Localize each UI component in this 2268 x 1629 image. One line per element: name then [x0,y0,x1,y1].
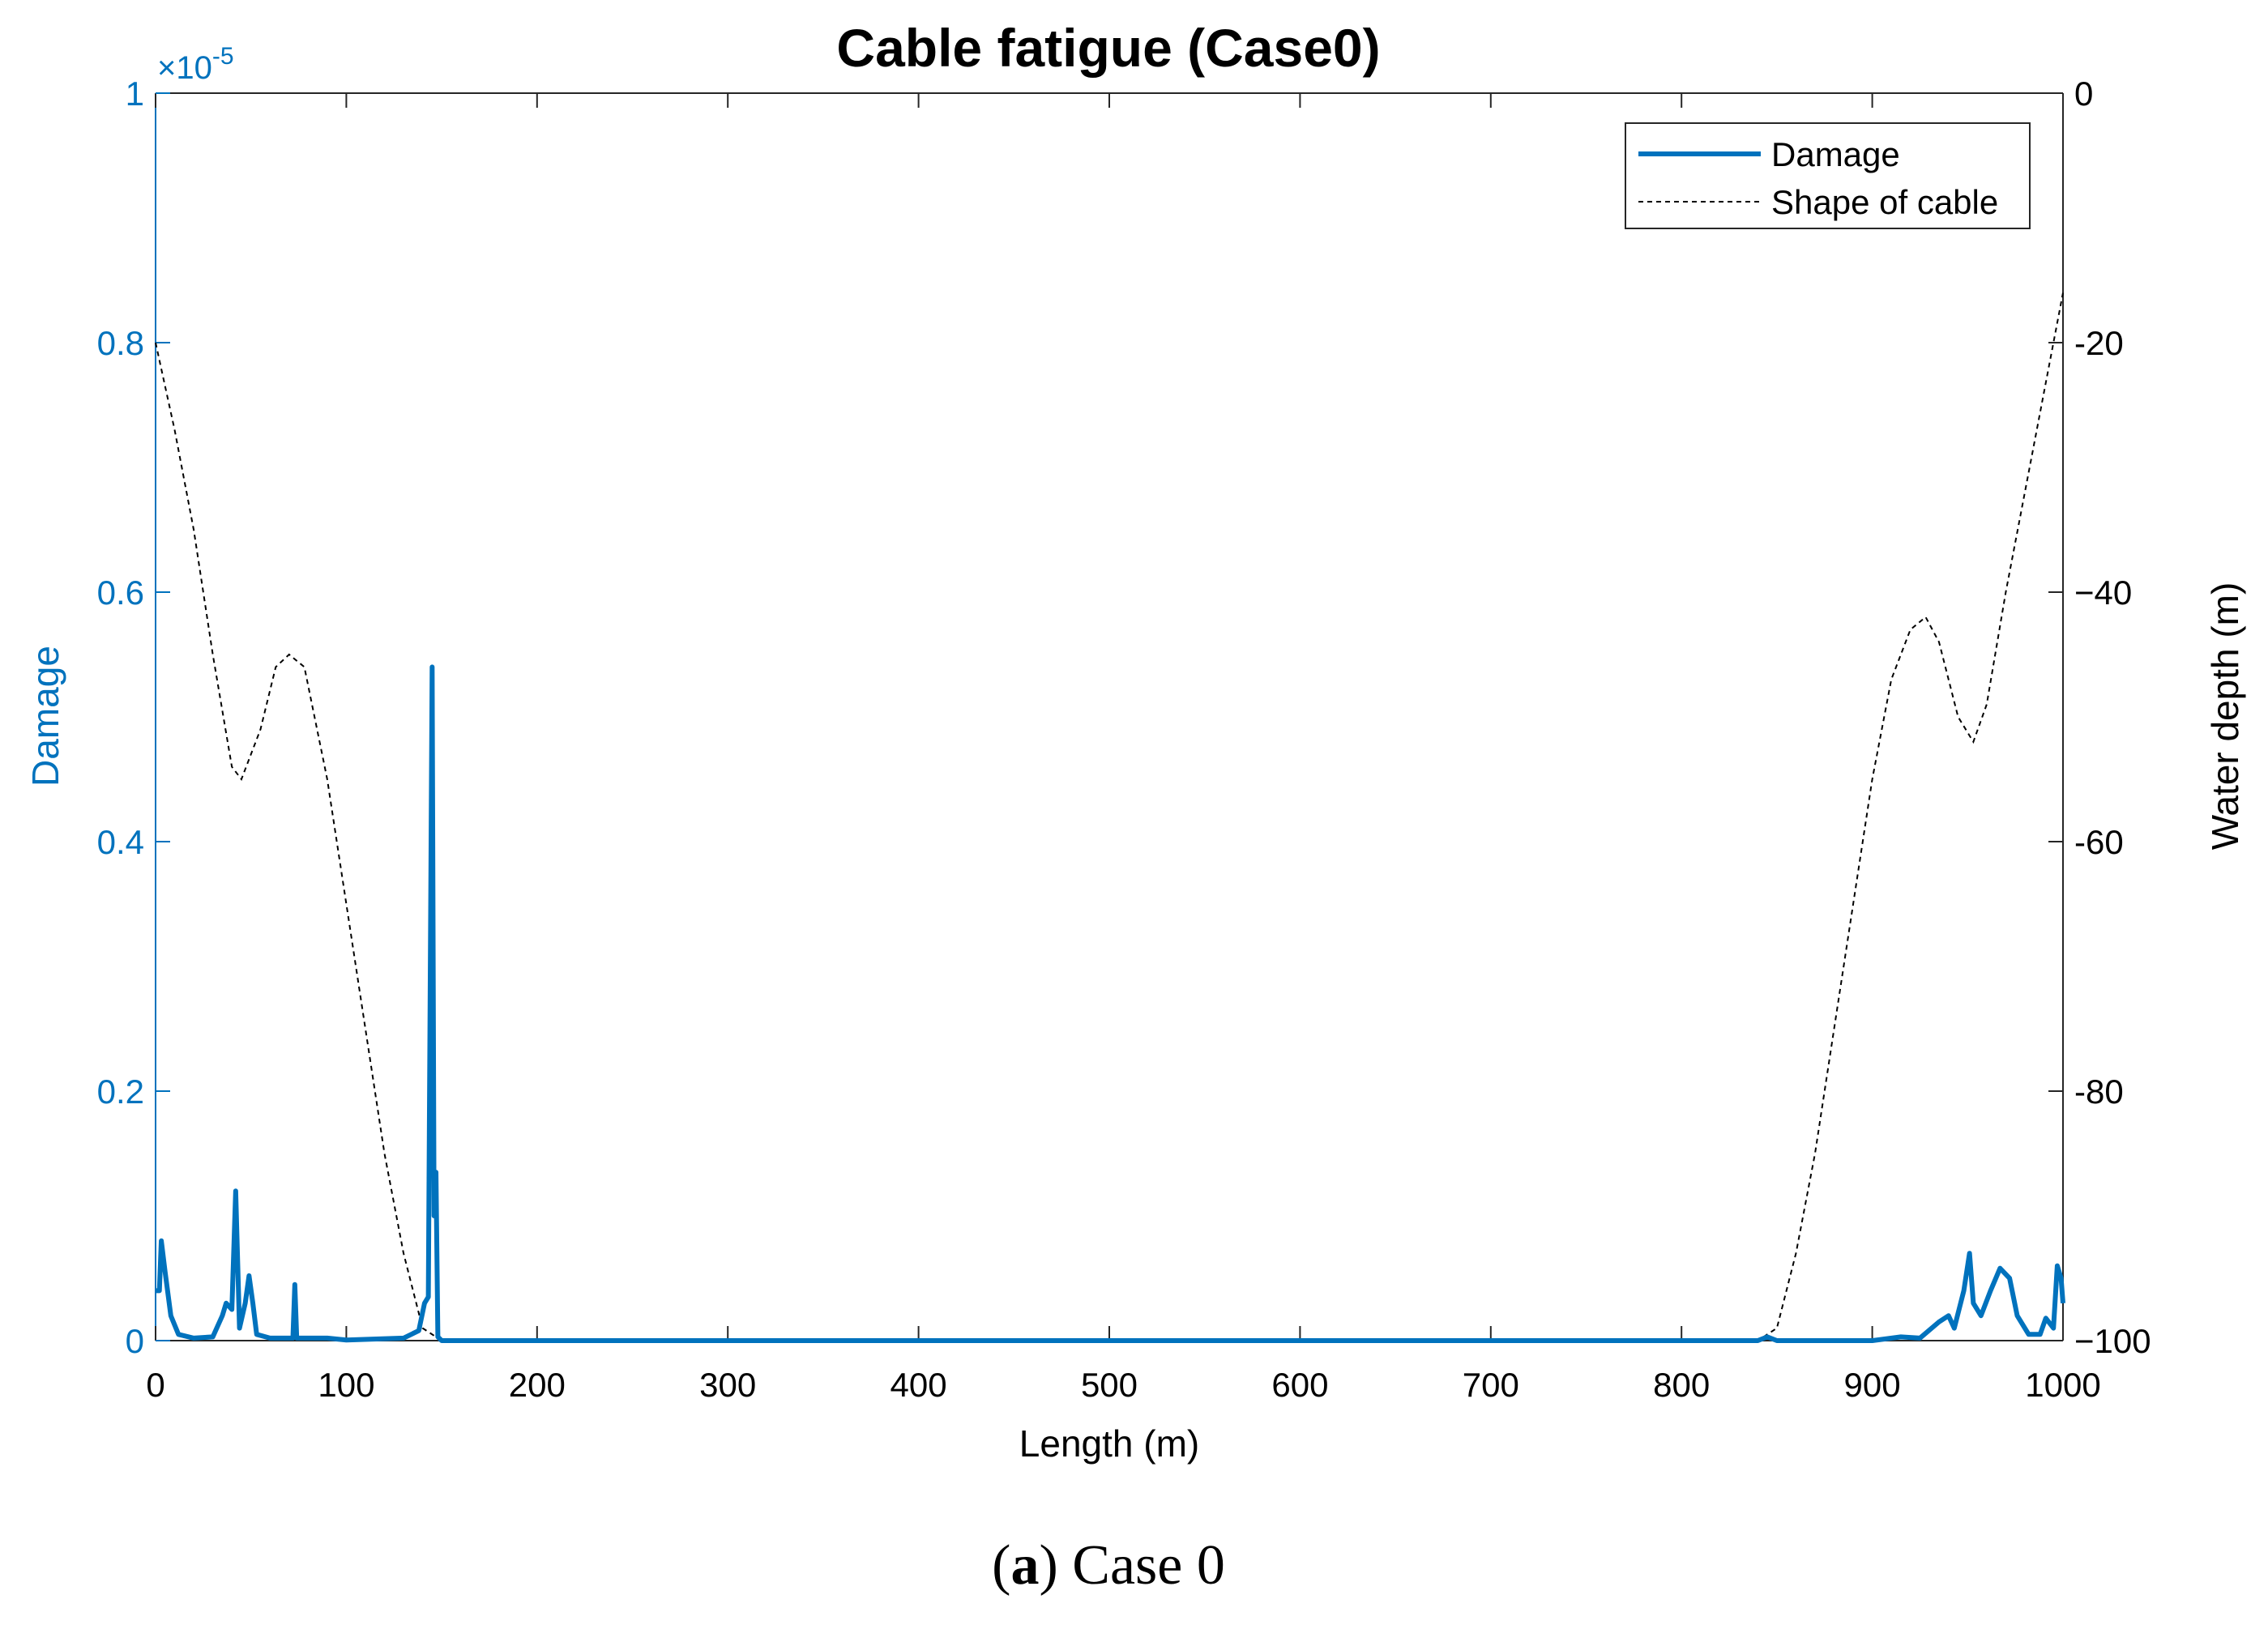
y2-axis-label: Water depth (m) [2204,582,2246,851]
legend-label: Damage [1771,135,1900,173]
caption-part: ) Case 0 [1039,1534,1224,1597]
x-tick-label: 200 [509,1366,566,1404]
legend-box [1625,122,2031,229]
y-tick-label: 0.4 [97,823,144,861]
x-tick-label: 400 [891,1366,947,1404]
x-tick-label: 100 [318,1366,374,1404]
x-tick-label: 300 [699,1366,756,1404]
y2-tick-label: −40 [2074,574,2132,612]
y-tick-label: 0.2 [97,1072,144,1111]
caption: (a) Case 0 [992,1534,1225,1597]
y-axis-label: Damage [24,646,66,787]
y-tick-label: 0 [126,1322,144,1360]
x-tick-label: 0 [146,1366,164,1404]
y-tick-label: 1 [126,75,144,113]
multiplier-base: ×10 [157,50,212,86]
caption-part: ( [992,1534,1010,1597]
series-line [156,664,2065,1343]
y2-tick-label: −100 [2074,1322,2151,1360]
x-axis-label: Length (m) [1019,1422,1199,1465]
multiplier-exponent: -5 [212,43,234,70]
x-tick-label: 700 [1463,1366,1519,1404]
x-tick-label: 900 [1844,1366,1901,1404]
y2-tick-label: -20 [2074,324,2124,362]
x-tick-label: 1000 [2025,1366,2100,1404]
y-tick-label: 0.8 [97,324,144,362]
y-multiplier: ×10-5 [157,43,234,86]
x-tick-label: 500 [1081,1366,1138,1404]
caption-label: a [1010,1534,1039,1597]
x-tick-label: 800 [1653,1366,1710,1404]
y2-tick-label: -60 [2074,823,2124,861]
x-tick-label: 600 [1271,1366,1328,1404]
y-tick-label: 0.6 [97,574,144,612]
y2-tick-label: 0 [2074,75,2093,113]
y2-tick-label: -80 [2074,1072,2124,1111]
chart-title: Cable fatigue (Case0) [836,18,1380,78]
legend-label: Shape of cable [1771,183,1998,221]
